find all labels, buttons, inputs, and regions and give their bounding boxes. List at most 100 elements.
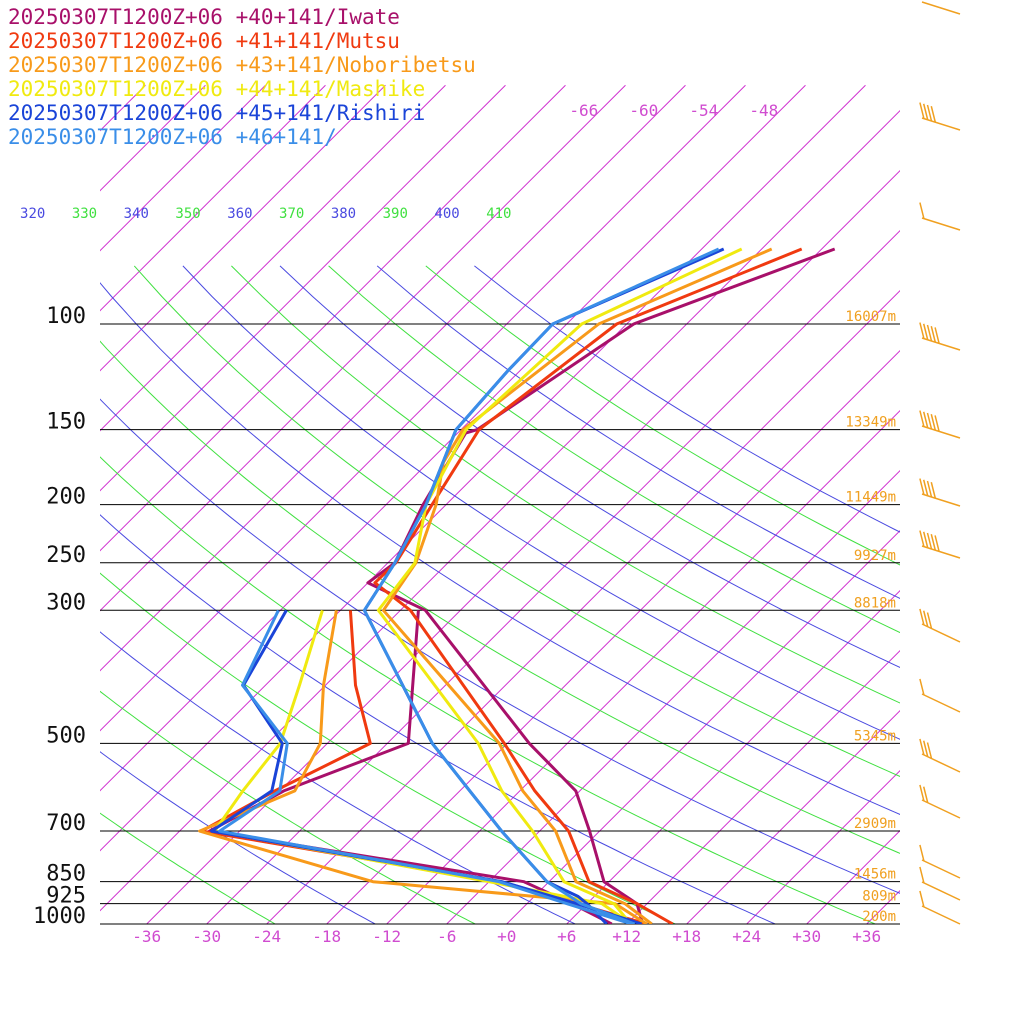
wind-barb-feather xyxy=(926,612,933,629)
wind-barb-feather xyxy=(930,106,937,123)
isotherm-line xyxy=(685,709,900,924)
isotherm-line xyxy=(505,529,900,924)
dry-adiabat-line xyxy=(100,572,676,924)
wind-barb xyxy=(921,337,961,351)
wind-barb-feather xyxy=(922,103,929,120)
wind-barb xyxy=(921,217,961,231)
potential-temperature-label: 360 xyxy=(227,206,252,222)
isotherm-line xyxy=(100,84,506,492)
height-label: 9927m xyxy=(854,548,896,564)
wind-barb-feather xyxy=(919,890,925,908)
wind-barb-feather xyxy=(922,740,929,757)
isotherm-line xyxy=(100,84,626,612)
legend-entry-mutsu: 20250307T1200Z+06 +41+141/Mutsu xyxy=(8,29,400,53)
wind-barb xyxy=(921,1,961,15)
isotherm-line xyxy=(100,84,446,432)
temperature-profile xyxy=(381,247,773,924)
isotherm-line xyxy=(914,85,1024,936)
isotherm-line xyxy=(100,84,386,372)
height-label: 13349m xyxy=(845,415,896,431)
pressure-tick-label: 100 xyxy=(46,304,86,329)
wind-barb xyxy=(921,117,961,131)
potential-temperature-label: 340 xyxy=(124,206,149,222)
isotherm-line xyxy=(205,229,900,924)
height-label: 1456m xyxy=(854,867,896,883)
wind-barb-feather xyxy=(919,866,925,884)
wind-barb-feather xyxy=(926,742,933,759)
wind-barb-feather xyxy=(926,480,933,498)
dry-adiabat-line xyxy=(100,514,776,924)
pressure-tick-label: 150 xyxy=(46,410,86,435)
temperature-tick-label: +12 xyxy=(612,927,641,946)
dry-adiabat-line xyxy=(376,265,900,599)
dry-adiabat-line xyxy=(182,265,900,740)
wind-barb-feather xyxy=(919,322,925,339)
dry-adiabat-line xyxy=(231,265,900,704)
isotherm-line xyxy=(100,84,266,252)
pressure-tick-label: 250 xyxy=(46,543,86,568)
temperature-tick-label: +18 xyxy=(672,927,701,946)
temperature-tick-label: -6 xyxy=(437,927,456,946)
dry-adiabat-line xyxy=(100,812,276,924)
wind-barb-feather xyxy=(926,532,933,550)
wind-barb xyxy=(921,905,961,925)
dewpoint-profile xyxy=(218,609,633,924)
isotherm-line xyxy=(100,109,900,912)
isotherm-line xyxy=(974,85,1024,936)
height-label: 11449m xyxy=(845,490,896,506)
temperature-tick-label: -18 xyxy=(312,927,341,946)
isotherm-line xyxy=(100,84,326,312)
legend-entry-iwate: 20250307T1200Z+06 +40+141/Iwate xyxy=(8,5,400,29)
temperature-tick-label: +0 xyxy=(497,927,516,946)
legend-entry-noboribetsu: 20250307T1200Z+06 +43+141/Noboribetsu xyxy=(8,53,476,77)
wind-barb-feather xyxy=(919,202,925,219)
wind-barb xyxy=(921,623,961,643)
wind-barb-feather xyxy=(919,738,925,756)
dry-adiabat-line xyxy=(133,265,900,777)
wind-barb-feather xyxy=(919,410,925,427)
legend: 20250307T1200Z+06 +40+141/Iwate 20250307… xyxy=(8,5,476,149)
height-label: 16007m xyxy=(845,309,896,325)
wind-barb-feather xyxy=(919,478,925,495)
temperature-profile xyxy=(362,247,720,924)
wind-barb-feather xyxy=(926,412,933,430)
wind-barb-feather xyxy=(930,414,937,431)
temperature-tick-label: -24 xyxy=(252,927,281,946)
wind-barb-feather xyxy=(919,784,925,802)
wind-barb-feather xyxy=(930,326,937,343)
temperature-tick-label: +6 xyxy=(557,927,576,946)
wind-barb xyxy=(921,753,961,773)
wind-barb xyxy=(921,859,961,879)
dry-adiabat-line xyxy=(100,282,900,815)
isotherm-lines xyxy=(100,84,1024,936)
isotherm-line xyxy=(565,589,900,924)
legend-entry-rishiri: 20250307T1200Z+06 +45+141/Rishiri xyxy=(8,101,425,125)
dry-adiabat-line xyxy=(100,751,376,924)
potential-temperature-label: 410 xyxy=(486,206,511,222)
isotherm-line xyxy=(325,349,900,924)
potential-temperature-label: 390 xyxy=(383,206,408,222)
wind-barb xyxy=(921,799,961,819)
wind-barb-feather xyxy=(922,786,929,803)
height-label: 200m xyxy=(862,909,896,925)
temperature-profile xyxy=(366,247,836,924)
height-label: 2909m xyxy=(854,816,896,832)
isotherm-line xyxy=(625,649,900,924)
wind-barb-feather xyxy=(919,608,925,626)
isotherm-line xyxy=(445,469,900,924)
dry-adiabat-line xyxy=(425,265,900,566)
dry-adiabat-line xyxy=(100,690,476,924)
wind-barb-feather xyxy=(922,411,929,428)
upper-temperature-label: -48 xyxy=(749,101,778,120)
wind-barb-feather xyxy=(919,530,925,547)
wind-barbs xyxy=(919,1,961,925)
wind-barb-feather xyxy=(934,327,940,344)
wind-barb xyxy=(921,693,961,713)
potential-temperature-label: 330 xyxy=(72,206,97,222)
dry-adiabat-line xyxy=(100,340,900,854)
temperature-tick-label: -30 xyxy=(192,927,221,946)
wind-barb-feather xyxy=(930,482,937,499)
wind-barb-feather xyxy=(922,531,929,548)
temperature-tick-label: +24 xyxy=(732,927,761,946)
height-label: 8818m xyxy=(854,595,896,611)
